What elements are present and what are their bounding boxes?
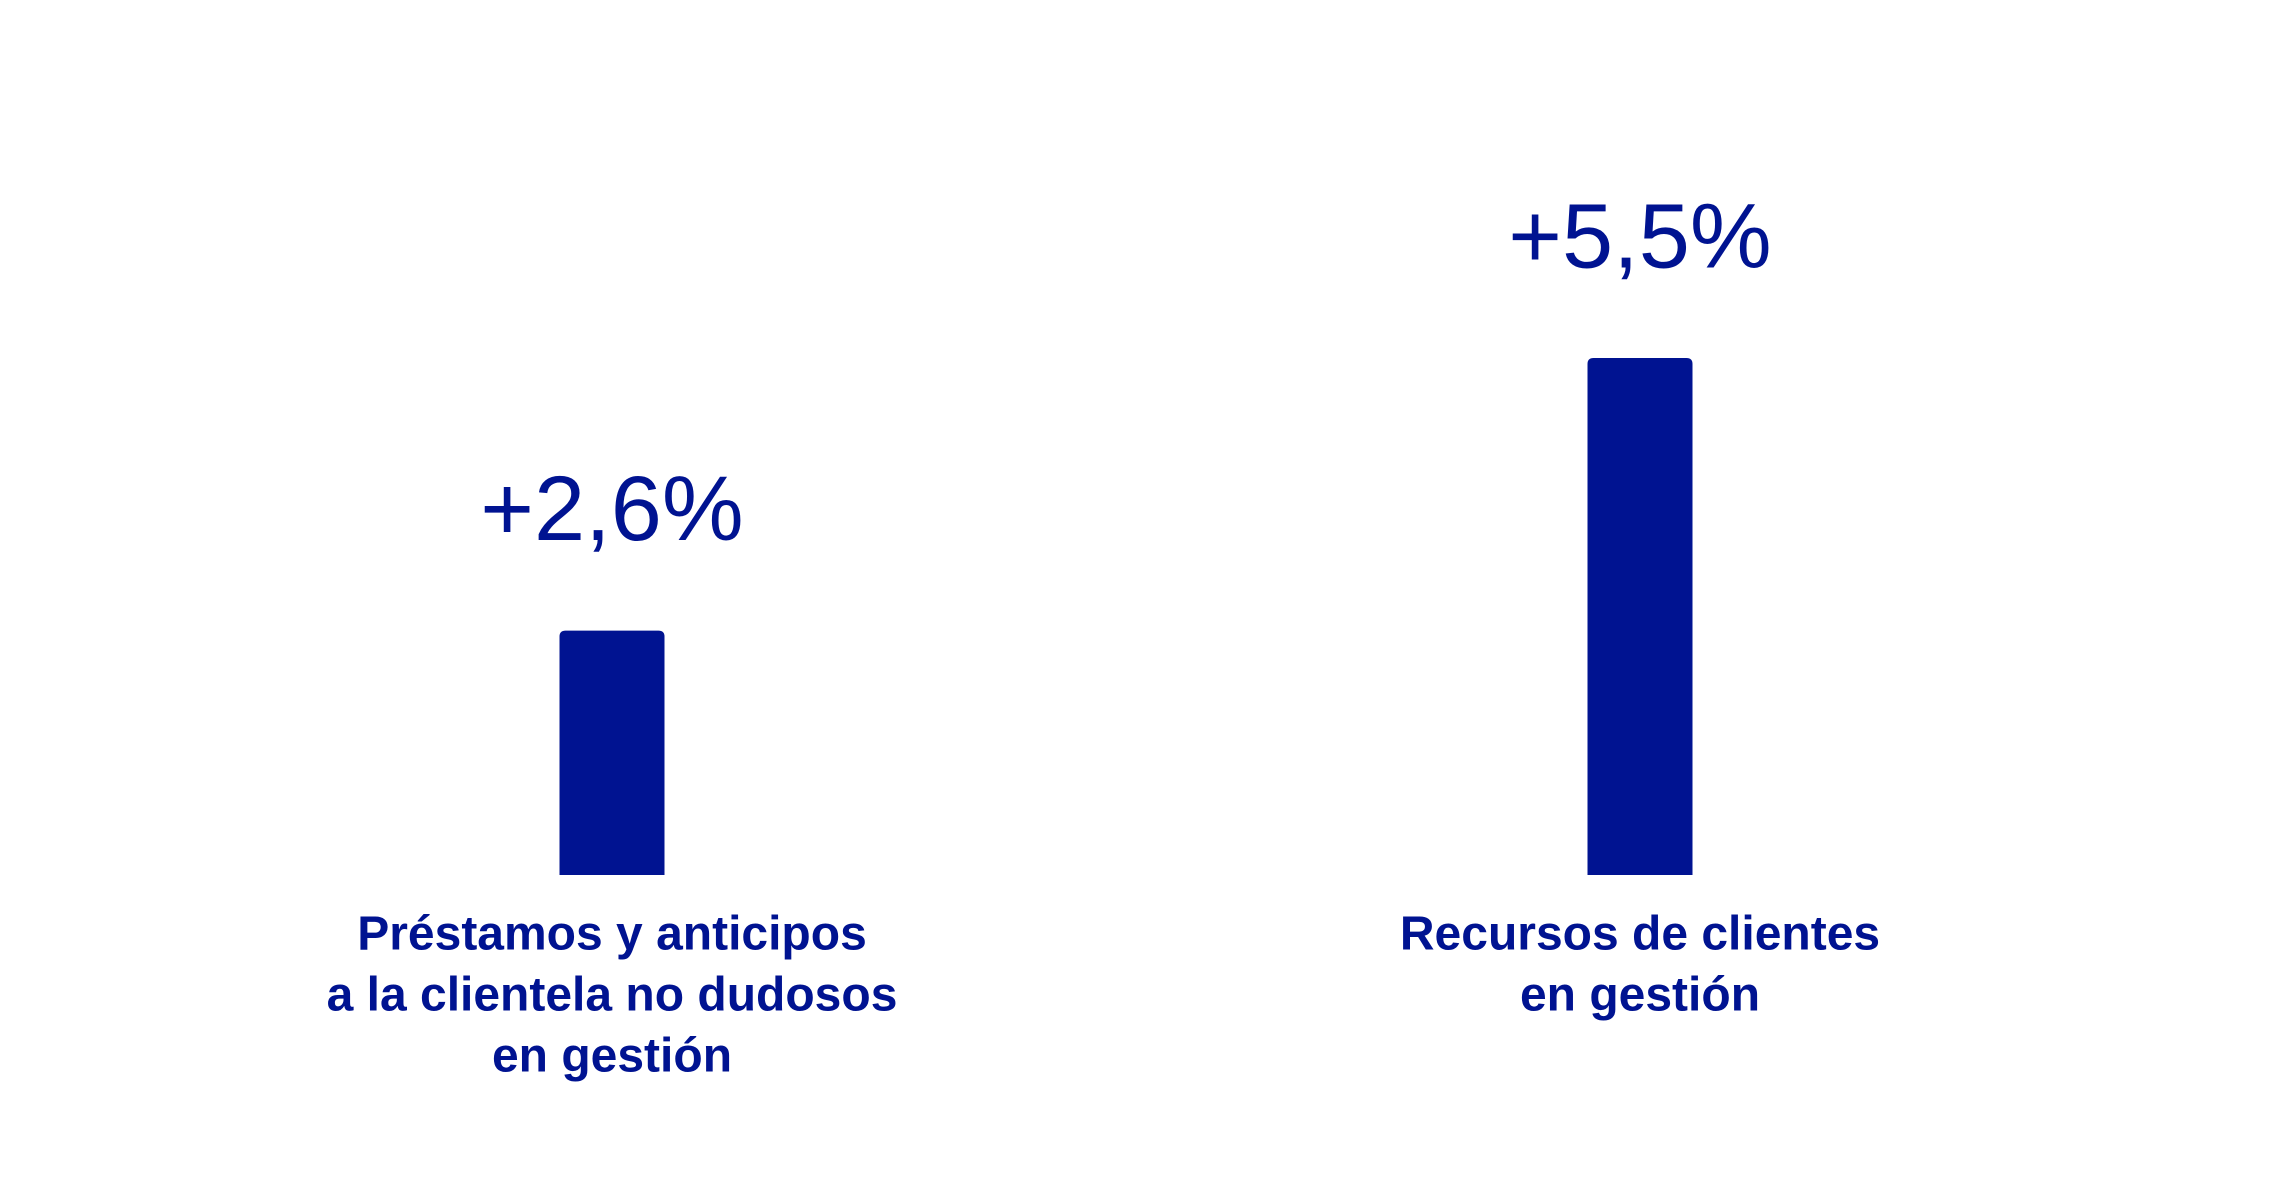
- bar: [1587, 358, 1693, 875]
- category-label: a la clientela no dudosos: [327, 969, 898, 1022]
- value-label: +2,6%: [480, 458, 743, 560]
- bar: [559, 630, 665, 875]
- category-label: en gestión: [1520, 969, 1760, 1022]
- category-label: en gestión: [492, 1030, 732, 1083]
- category-label: Recursos de clientes: [1400, 908, 1880, 961]
- category-label: Préstamos y anticipos: [357, 908, 867, 961]
- value-label: +5,5%: [1508, 185, 1771, 287]
